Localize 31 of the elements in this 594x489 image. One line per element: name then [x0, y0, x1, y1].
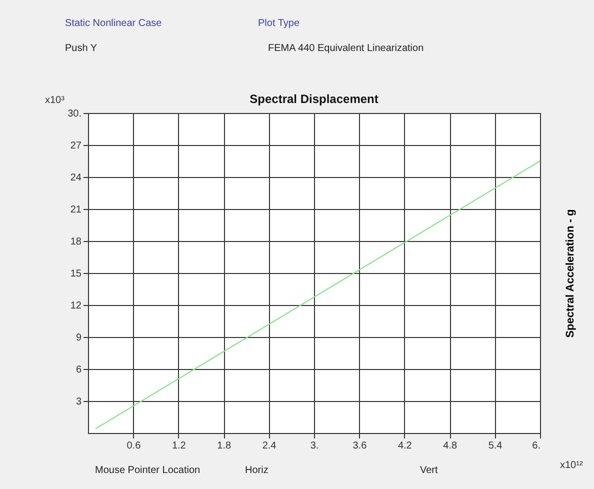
text: Mouse Pointer Location	[95, 465, 200, 476]
x-tick-label: 1.2	[172, 440, 186, 452]
text: Push Y	[65, 43, 98, 54]
y-tick-label: 21	[70, 204, 82, 216]
y-tick-label: 18	[70, 236, 82, 248]
x-tick-label: 4.2	[398, 440, 412, 452]
x-tick-label: 4.8	[443, 440, 458, 452]
y-tick-label: 6	[76, 364, 82, 376]
y-axis-title: Spectral Acceleration - g	[564, 209, 576, 338]
text: x10¹²	[560, 460, 584, 471]
x-tick-label: 2.4	[262, 440, 277, 452]
y-tick-label: 9	[76, 332, 82, 344]
x-tick-label: 3.6	[352, 440, 368, 452]
text: x10³	[45, 95, 66, 106]
y-tick-label: 30.	[68, 108, 82, 120]
y-tick-label: 12	[70, 300, 82, 312]
y-tick-label: 27	[70, 140, 82, 152]
x-tick-label: 1.8	[217, 440, 232, 452]
text: Horiz	[245, 465, 268, 476]
text: FEMA 440 Equivalent Linearization	[268, 43, 424, 54]
text: Vert	[420, 465, 438, 476]
x-tick-label: 5.4	[488, 440, 503, 452]
text: Plot Type	[258, 18, 300, 29]
x-tick-label: 3.	[310, 440, 319, 452]
y-tick-label: 3	[76, 396, 82, 408]
y-tick-label: 24	[70, 172, 82, 184]
chart-title: Spectral Displacement	[250, 92, 378, 106]
text: Static Nonlinear Case	[65, 18, 162, 29]
y-tick-label: 15	[70, 268, 82, 280]
x-tick-label: 0.6	[126, 440, 142, 452]
x-tick-label: 6.	[532, 440, 540, 452]
